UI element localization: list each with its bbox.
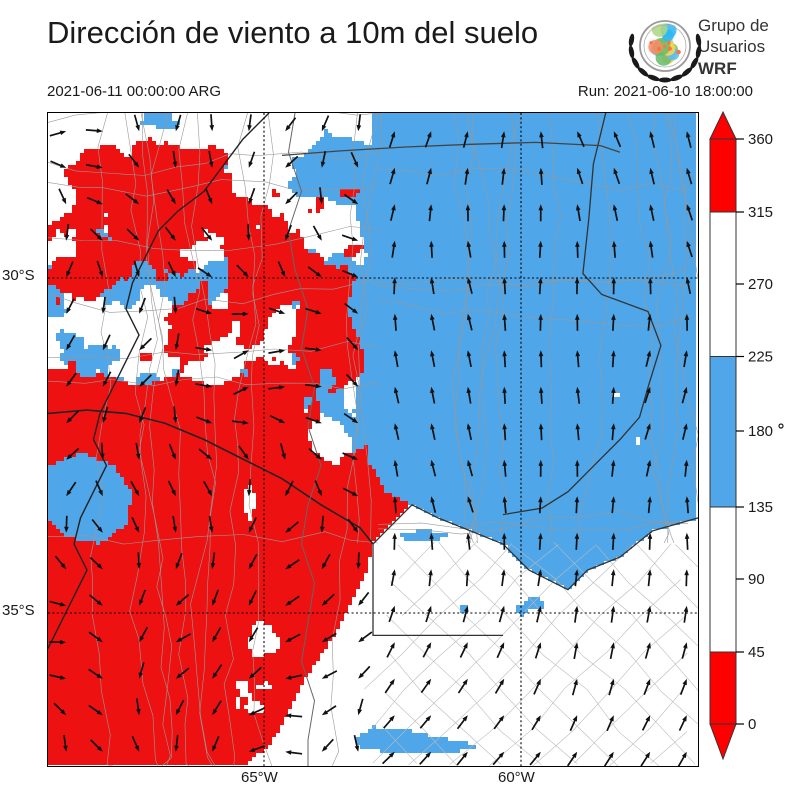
svg-text:135: 135 — [748, 499, 773, 516]
svg-text:270: 270 — [748, 276, 773, 293]
svg-text:90: 90 — [748, 571, 765, 588]
svg-text:360: 360 — [748, 131, 773, 148]
svg-text:315: 315 — [748, 204, 773, 221]
svg-text:45: 45 — [748, 644, 765, 661]
svg-text:0: 0 — [748, 716, 756, 733]
svg-text:225: 225 — [748, 349, 773, 366]
svg-text:180: 180 — [748, 423, 773, 440]
